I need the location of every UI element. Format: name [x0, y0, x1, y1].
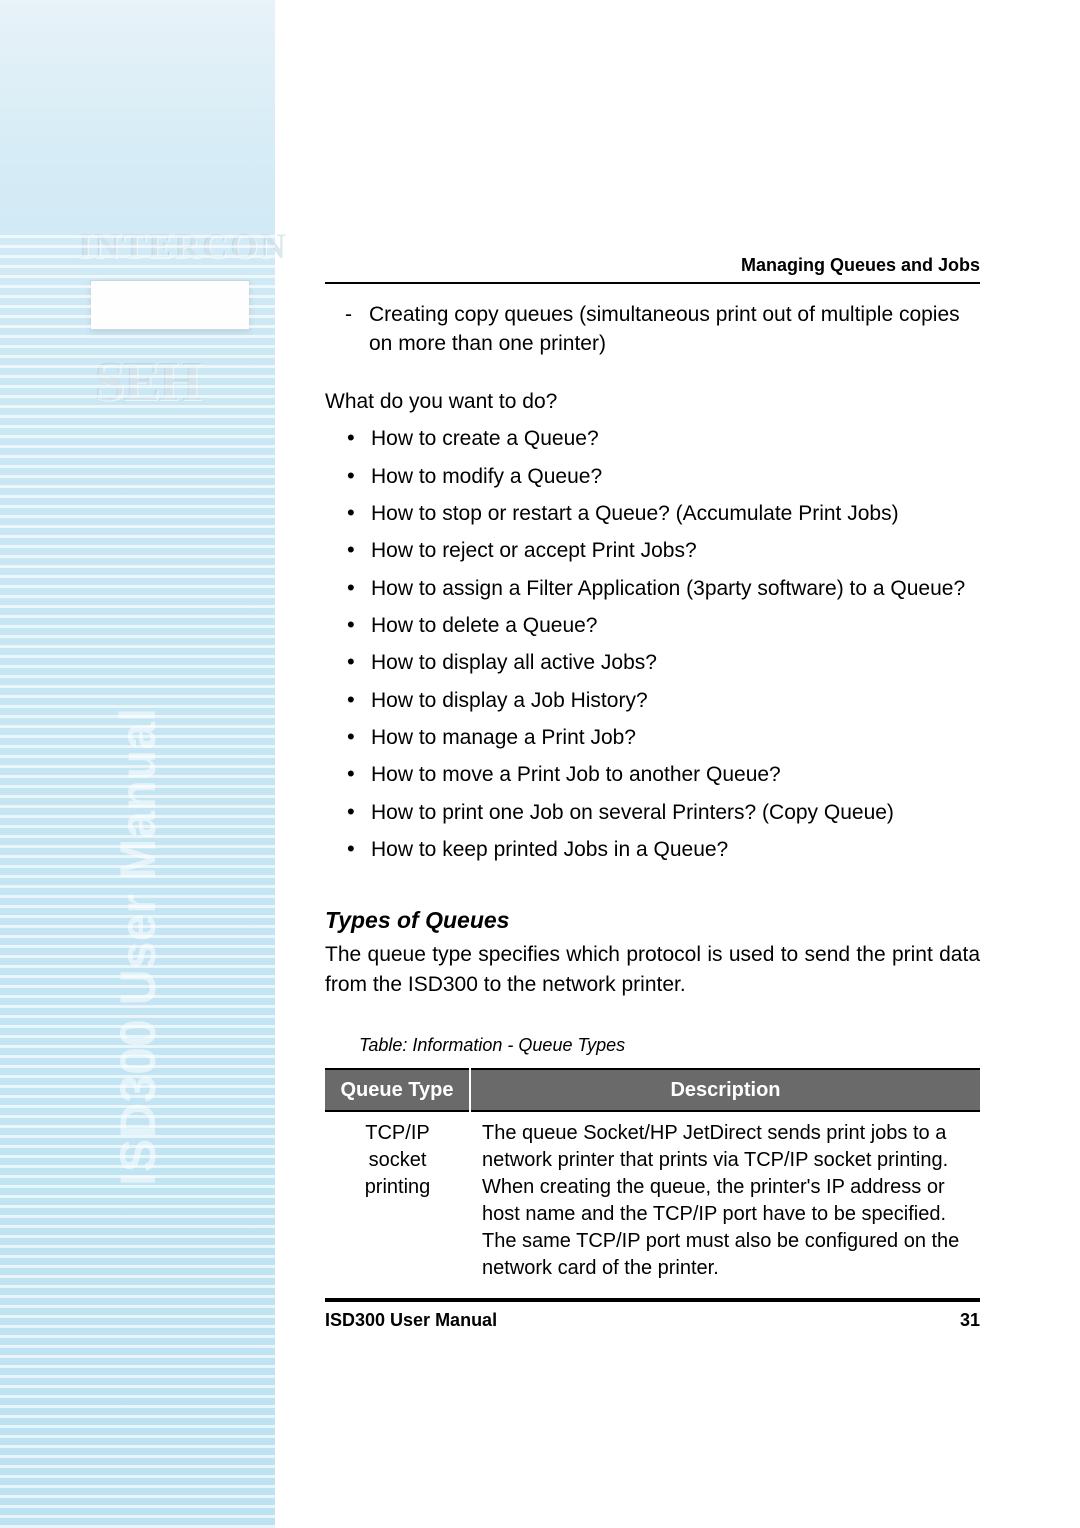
list-item: How to keep printed Jobs in a Queue? — [345, 836, 980, 864]
dash-bullet-icon: - — [345, 300, 359, 359]
list-item: How to stop or restart a Queue? (Accumul… — [345, 500, 980, 528]
table-header-row: Queue Type Description — [325, 1069, 980, 1111]
footer-rule — [325, 1300, 980, 1302]
chapter-header: Managing Queues and Jobs — [741, 255, 980, 276]
table-row: TCP/IP socket printing The queue Socket/… — [325, 1111, 980, 1299]
section-heading: Types of Queues — [325, 904, 980, 936]
list-item: How to display a Job History? — [345, 687, 980, 715]
document-page: INTERCON SEH ISD300 User Manual Managing… — [0, 0, 1080, 1528]
body-text: - Creating copy queues (simultaneous pri… — [325, 300, 980, 1300]
list-item: How to modify a Queue? — [345, 463, 980, 491]
list-item: How to print one Job on several Printers… — [345, 799, 980, 827]
vertical-title: ISD300 User Manual — [109, 708, 167, 1186]
queue-types-table: Queue Type Description TCP/IP socket pri… — [325, 1068, 980, 1300]
page-footer: ISD300 User Manual 31 — [325, 1310, 980, 1331]
table-cell-desc: The queue Socket/HP JetDirect sends prin… — [470, 1111, 980, 1299]
list-item: How to reject or accept Print Jobs? — [345, 537, 980, 565]
header-rule — [325, 282, 980, 284]
content-area: Managing Queues and Jobs - Creating copy… — [275, 0, 1080, 1528]
dash-item-text: Creating copy queues (simultaneous print… — [369, 300, 980, 359]
list-item: How to manage a Print Job? — [345, 724, 980, 752]
list-item: How to create a Queue? — [345, 425, 980, 453]
page-number: 31 — [960, 1310, 980, 1331]
dash-list-item: - Creating copy queues (simultaneous pri… — [325, 300, 980, 359]
table-header-cell: Queue Type — [325, 1069, 470, 1111]
list-item: How to delete a Queue? — [345, 612, 980, 640]
bullet-list: How to create a Queue? How to modify a Q… — [325, 425, 980, 864]
section-paragraph: The queue type specifies which protocol … — [325, 940, 980, 999]
table-header-cell: Description — [470, 1069, 980, 1111]
table-cell-type: TCP/IP socket printing — [325, 1111, 470, 1299]
list-item: How to assign a Filter Application (3par… — [345, 575, 980, 603]
footer-title: ISD300 User Manual — [325, 1310, 497, 1331]
sidebar-graphic: INTERCON SEH ISD300 User Manual — [0, 0, 275, 1528]
list-item: How to move a Print Job to another Queue… — [345, 761, 980, 789]
prompt-text: What do you want to do? — [325, 387, 980, 416]
list-item: How to display all active Jobs? — [345, 649, 980, 677]
table-caption: Table: Information - Queue Types — [359, 1033, 980, 1058]
